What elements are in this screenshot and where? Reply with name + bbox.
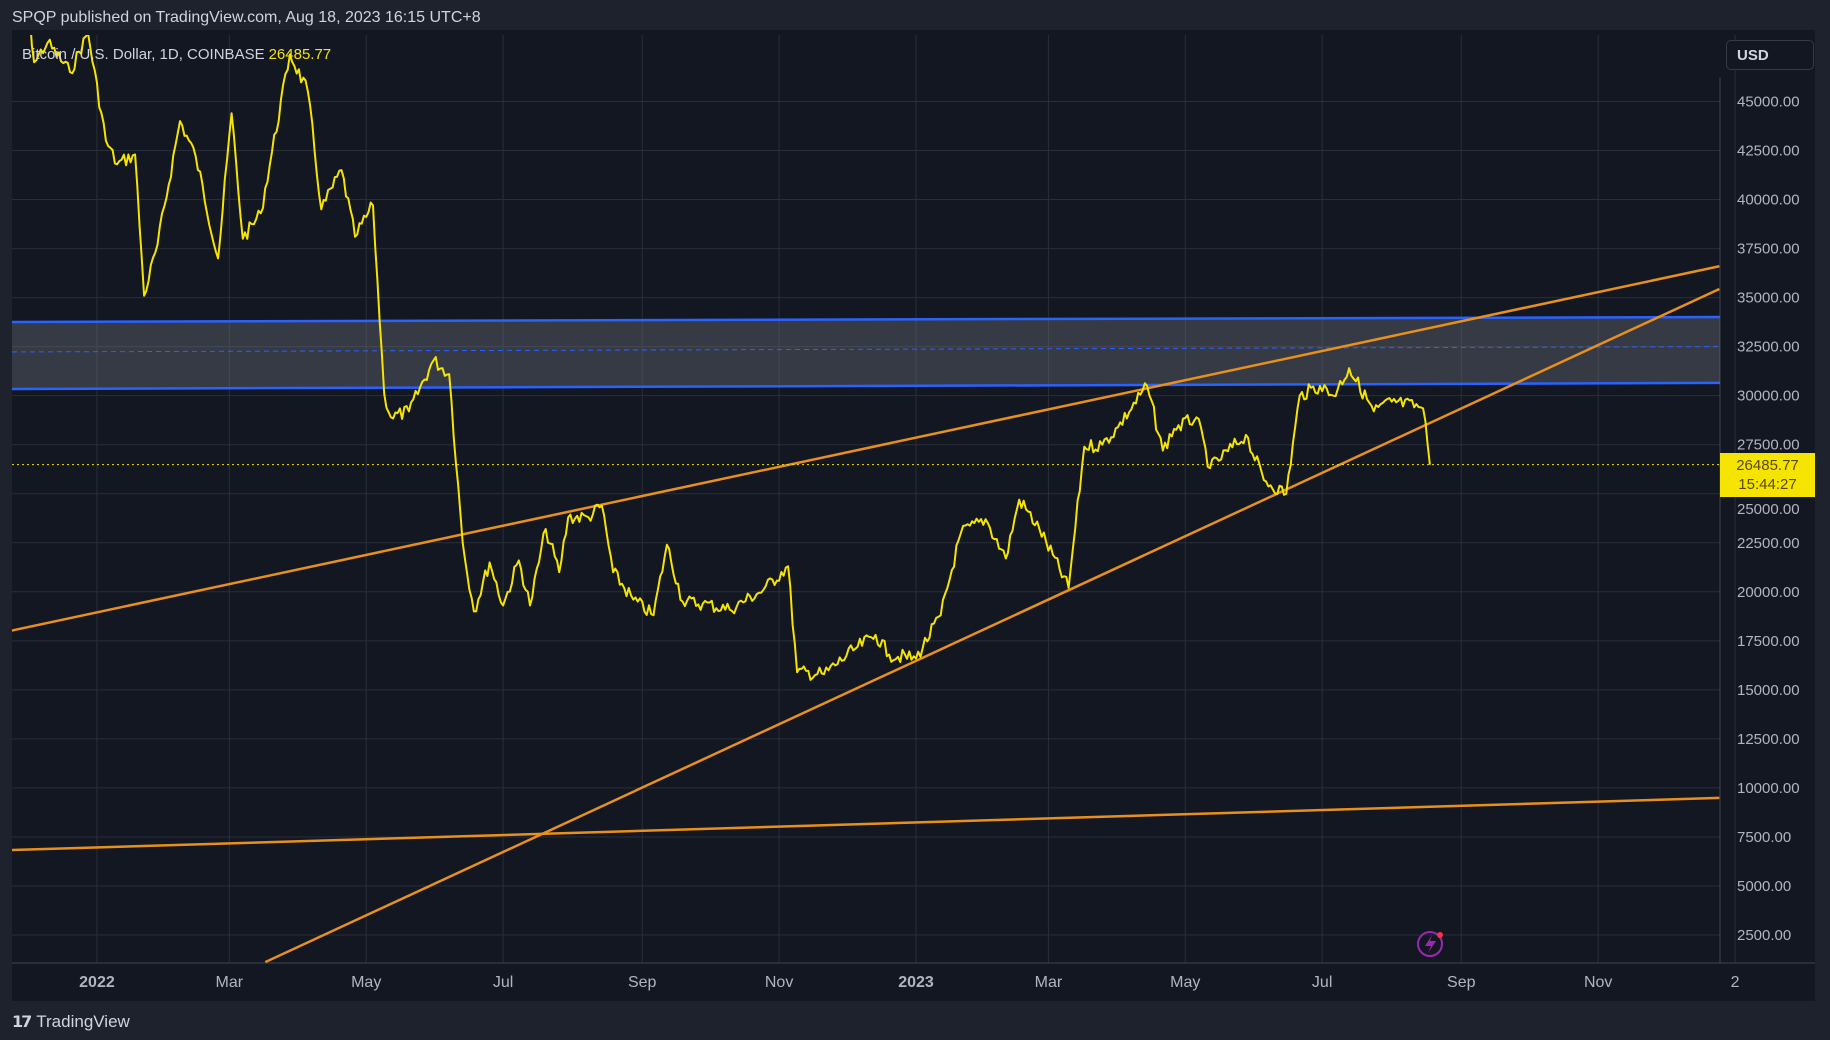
y-tick-label: 35000.00 (1737, 290, 1800, 307)
current-price-value: 26485.77 (1736, 457, 1799, 474)
lightning-icon-dot (1437, 932, 1443, 938)
trendline (12, 796, 1720, 852)
x-tick-label: May (1170, 974, 1200, 991)
tradingview-footer[interactable]: 𝟭𝟳 TradingView (12, 1012, 130, 1032)
trendline (12, 265, 1720, 632)
brand-name: TradingView (36, 1012, 130, 1031)
y-tick-label: 17500.00 (1737, 633, 1800, 650)
y-tick-label: 27500.00 (1737, 437, 1800, 454)
last-price: 26485.77 (268, 46, 332, 63)
y-tick-label: 15000.00 (1737, 682, 1800, 699)
zone-lower-line (12, 381, 1720, 391)
lightning-icon-bolt (1425, 935, 1436, 953)
current-price-label: 26485.77 15:44:27 (1720, 453, 1815, 497)
x-tick-label: Mar (216, 974, 244, 991)
published-header: SPQP published on TradingView.com, Aug 1… (12, 9, 481, 26)
price-line (30, 35, 1431, 681)
y-tick-label: 10000.00 (1737, 780, 1800, 797)
currency-button[interactable]: USD (1726, 40, 1814, 70)
zone-upper-line (12, 315, 1720, 324)
x-tick-label: Mar (1035, 974, 1063, 991)
x-tick-label: 2023 (898, 974, 934, 991)
plot-layer (12, 35, 1720, 963)
x-tick-label: May (351, 974, 381, 991)
symbol-legend: Bitcoin / U.S. Dollar, 1D, COINBASE 26485… (22, 46, 331, 63)
y-tick-label: 40000.00 (1737, 192, 1800, 209)
time-axis (12, 963, 1815, 1001)
x-tick-label: Jul (493, 974, 513, 991)
y-tick-label: 7500.00 (1737, 829, 1791, 846)
y-tick-label: 25000.00 (1737, 501, 1800, 518)
x-tick-label: Nov (1584, 974, 1612, 991)
zone-mid-line (12, 346, 1720, 353)
y-tick-label: 5000.00 (1737, 878, 1791, 895)
y-tick-label: 45000.00 (1737, 94, 1800, 111)
x-tick-label: 2022 (79, 974, 115, 991)
x-tick-label: 2 (1731, 974, 1740, 991)
y-tick-label: 2500.00 (1737, 927, 1791, 944)
y-tick-label: 37500.00 (1737, 241, 1800, 258)
y-tick-label: 22500.00 (1737, 535, 1800, 552)
bar-countdown: 15:44:27 (1738, 476, 1797, 493)
lightning-icon (1417, 931, 1443, 957)
y-tick-label: 20000.00 (1737, 584, 1800, 601)
tradingview-logo-icon: 𝟭𝟳 (12, 1014, 32, 1031)
x-tick-label: Sep (628, 974, 657, 991)
trendline (264, 287, 1720, 963)
y-tick-label: 42500.00 (1737, 143, 1800, 160)
x-tick-label: Jul (1312, 974, 1332, 991)
x-tick-label: Sep (1447, 974, 1476, 991)
x-tick-label: Nov (765, 974, 793, 991)
lightning-icon-circle (1417, 931, 1443, 957)
resistance-zone (12, 317, 1720, 390)
y-tick-label: 32500.00 (1737, 339, 1800, 356)
symbol-name: Bitcoin / U.S. Dollar, 1D, COINBASE (22, 46, 265, 63)
y-tick-label: 30000.00 (1737, 388, 1800, 405)
y-tick-label: 12500.00 (1737, 731, 1800, 748)
